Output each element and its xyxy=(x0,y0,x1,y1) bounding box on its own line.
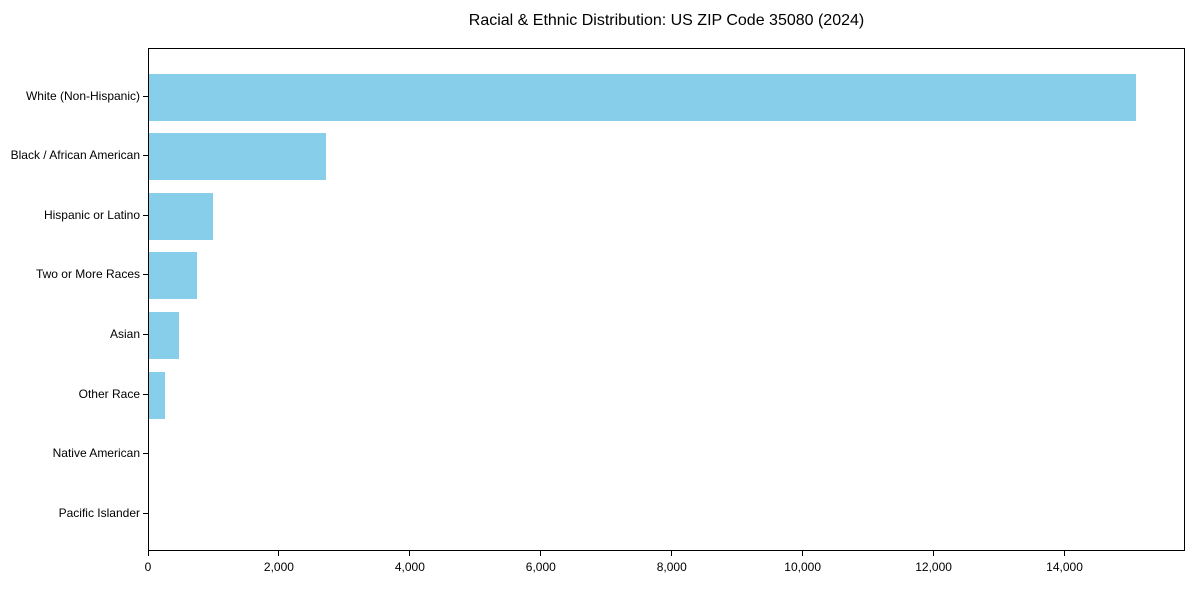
xtick-mark xyxy=(933,551,935,556)
bar-other-race xyxy=(149,371,165,419)
ytick-label-two-or-more-races: Two or More Races xyxy=(35,267,140,282)
bar-black-african-american xyxy=(149,133,326,181)
xtick-label-4000: 4,000 xyxy=(394,560,425,574)
xtick-mark xyxy=(147,551,149,556)
ytick-mark xyxy=(143,214,148,216)
xtick-mark xyxy=(409,551,411,556)
ytick-label-native-american: Native American xyxy=(52,446,140,461)
ytick-mark xyxy=(143,512,148,514)
xtick-mark xyxy=(540,551,542,556)
bar-white-non-hispanic xyxy=(149,73,1137,121)
ytick-mark xyxy=(143,155,148,157)
ytick-label-black-african-american: Black / African American xyxy=(10,148,140,163)
ytick-label-other-race: Other Race xyxy=(78,386,140,401)
chart-title: Racial & Ethnic Distribution: US ZIP Cod… xyxy=(468,12,865,29)
bar-asian xyxy=(149,311,180,359)
ytick-label-white-non-hispanic: White (Non-Hispanic) xyxy=(25,88,140,103)
xtick-label-0: 0 xyxy=(144,560,152,574)
ytick-mark xyxy=(143,95,148,97)
xtick-mark xyxy=(278,551,280,556)
ytick-label-asian: Asian xyxy=(109,326,140,341)
ytick-mark xyxy=(143,274,148,276)
xtick-label-2000: 2,000 xyxy=(263,560,294,574)
ytick-mark xyxy=(143,453,148,455)
plot-area xyxy=(148,48,1185,551)
ytick-mark xyxy=(143,393,148,395)
bar-hispanic-or-latino xyxy=(149,192,213,240)
xtick-mark xyxy=(1064,551,1066,556)
xtick-label-8000: 8,000 xyxy=(656,560,687,574)
ytick-mark xyxy=(143,333,148,335)
xtick-label-14000: 14,000 xyxy=(1046,560,1083,574)
xtick-label-12000: 12,000 xyxy=(915,560,952,574)
xtick-label-10000: 10,000 xyxy=(784,560,821,574)
bar-two-or-more-races xyxy=(149,252,198,300)
xtick-mark xyxy=(671,551,673,556)
ytick-label-pacific-islander: Pacific Islander xyxy=(58,505,140,520)
xtick-label-6000: 6,000 xyxy=(525,560,556,574)
ytick-label-hispanic-or-latino: Hispanic or Latino xyxy=(43,207,140,222)
xtick-mark xyxy=(802,551,804,556)
